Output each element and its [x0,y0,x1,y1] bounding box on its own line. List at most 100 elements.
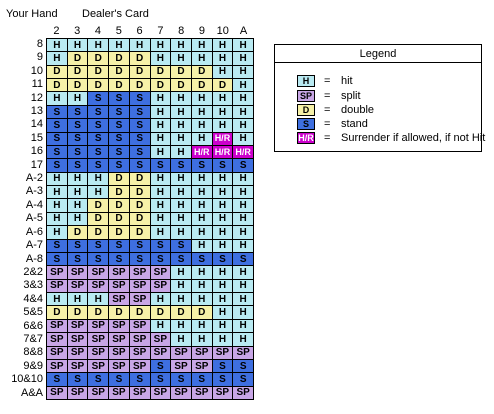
hand-label: 9&9 [23,359,43,372]
strategy-cell: H [233,172,253,186]
strategy-cell: H [212,92,233,105]
strategy-cell: H [233,79,253,92]
strategy-cell: S [67,132,88,145]
strategy-cell: D [88,65,109,79]
strategy-cell: H [150,199,171,212]
strategy-cell: SP [212,386,233,399]
hand-labels: 8 9 10 11 12 13 14 15 16 17 A-2 A-3 A-4 A-5 A-6 A-7 A-8 2… [0,38,45,400]
strategy-cell: H [212,172,233,186]
strategy-cell: S [67,119,88,132]
strategy-cell: H [171,186,191,199]
strategy-cell: H [191,266,212,279]
strategy-cell: H [171,145,191,159]
strategy-cell: D [109,306,129,319]
hand-label: 4&4 [23,292,43,305]
strategy-cell: H [47,39,67,52]
strategy-cell: S [150,252,171,266]
hand-label: A-5 [25,212,43,225]
strategy-cell: H [171,293,191,306]
strategy-cell: S [171,373,191,386]
strategy-cell: S [109,132,129,145]
strategy-cell: H [171,105,191,119]
strategy-cell: SP [171,386,191,399]
strategy-cell: H [212,119,233,132]
strategy-cell: D [129,65,150,79]
strategy-cell: H [191,319,212,333]
strategy-cell: S [67,159,88,172]
strategy-cell: D [109,186,129,199]
strategy-cell: D [88,52,109,65]
strategy-cell: D [109,212,129,226]
strategy-cell: SP [191,346,212,359]
strategy-cell: H [47,293,67,306]
strategy-cell: H [212,105,233,119]
strategy-cell: SP [150,266,171,279]
strategy-cell: S [129,252,150,266]
hand-label: A-8 [25,252,43,265]
strategy-cell: SP [109,319,129,333]
strategy-cell: SP [47,346,67,359]
strategy-cell: S [191,373,212,386]
strategy-cell: H [47,226,67,239]
strategy-cell: H [212,239,233,252]
hand-label: A-2 [25,172,43,185]
legend-text: split [341,90,361,102]
strategy-cell: S [88,239,109,252]
your-hand-label: Your Hand [6,8,58,20]
strategy-cell: S [129,159,150,172]
strategy-cell: SP [150,333,171,346]
strategy-cell: SP [171,359,191,373]
strategy-cell: H [47,52,67,65]
strategy-cell: H [171,199,191,212]
strategy-cell: SP [88,386,109,399]
strategy-cell: SP [191,386,212,399]
strategy-cell: H [212,52,233,65]
strategy-cell: SP [88,266,109,279]
strategy-cell: SP [47,359,67,373]
legend-equals: = [324,118,331,130]
strategy-cell: SP [47,333,67,346]
legend-equals: = [324,75,331,87]
strategy-cell: H/R [212,145,233,159]
strategy-cell: H [212,306,233,319]
strategy-cell: S [233,373,253,386]
strategy-cell: H [212,319,233,333]
col-header: 4 [94,25,102,37]
strategy-cell: H [67,92,88,105]
strategy-cell: H [171,266,191,279]
strategy-cell: S [150,159,171,172]
strategy-cell: H [150,186,171,199]
strategy-cell: H [212,279,233,293]
strategy-cell: D [171,306,191,319]
strategy-cell: H [233,186,253,199]
strategy-cell: D [191,306,212,319]
strategy-cell: H [47,172,67,186]
strategy-cell: H [233,266,253,279]
strategy-cell: S [150,239,171,252]
strategy-cell: H [233,293,253,306]
strategy-cell: SP [109,333,129,346]
col-header: 6 [136,25,143,37]
strategy-cell: D [109,52,129,65]
strategy-cell: SP [47,279,67,293]
strategy-cell: D [47,65,67,79]
strategy-cell: SP [47,319,67,333]
strategy-cell: H [88,186,109,199]
strategy-cell: D [191,79,212,92]
strategy-cell: SP [88,333,109,346]
strategy-cell: S [212,252,233,266]
hand-label: 10 [30,64,43,77]
strategy-cell: D [150,306,171,319]
strategy-cell: H [67,39,88,52]
strategy-cell: D [109,199,129,212]
strategy-cell: H [191,119,212,132]
strategy-cell: H [233,279,253,293]
strategy-cell: D [88,212,109,226]
strategy-cell: S [171,239,191,252]
strategy-cell: S [150,359,171,373]
strategy-cell: H [171,39,191,52]
strategy-cell: H [67,212,88,226]
strategy-cell: SP [67,386,88,399]
legend-item: S = stand [297,118,483,131]
strategy-cell: S [129,105,150,119]
